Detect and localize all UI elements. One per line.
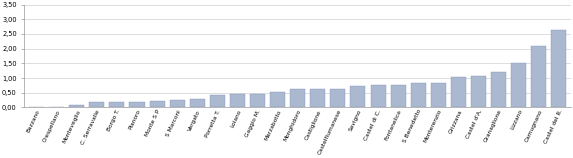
- Bar: [431, 83, 446, 107]
- Bar: [150, 101, 164, 107]
- Bar: [351, 86, 366, 107]
- Bar: [290, 89, 305, 107]
- Bar: [210, 94, 225, 107]
- Bar: [371, 85, 386, 107]
- Bar: [129, 102, 144, 107]
- Bar: [170, 100, 185, 107]
- Bar: [190, 99, 205, 107]
- Bar: [230, 94, 245, 107]
- Bar: [451, 77, 466, 107]
- Bar: [551, 30, 566, 107]
- Bar: [331, 89, 346, 107]
- Bar: [109, 102, 124, 107]
- Bar: [471, 76, 486, 107]
- Bar: [310, 89, 325, 107]
- Bar: [491, 72, 506, 107]
- Bar: [531, 46, 546, 107]
- Bar: [250, 94, 265, 107]
- Bar: [411, 83, 426, 107]
- Bar: [391, 85, 406, 107]
- Bar: [69, 105, 84, 107]
- Bar: [511, 63, 526, 107]
- Bar: [270, 92, 285, 107]
- Bar: [89, 102, 104, 107]
